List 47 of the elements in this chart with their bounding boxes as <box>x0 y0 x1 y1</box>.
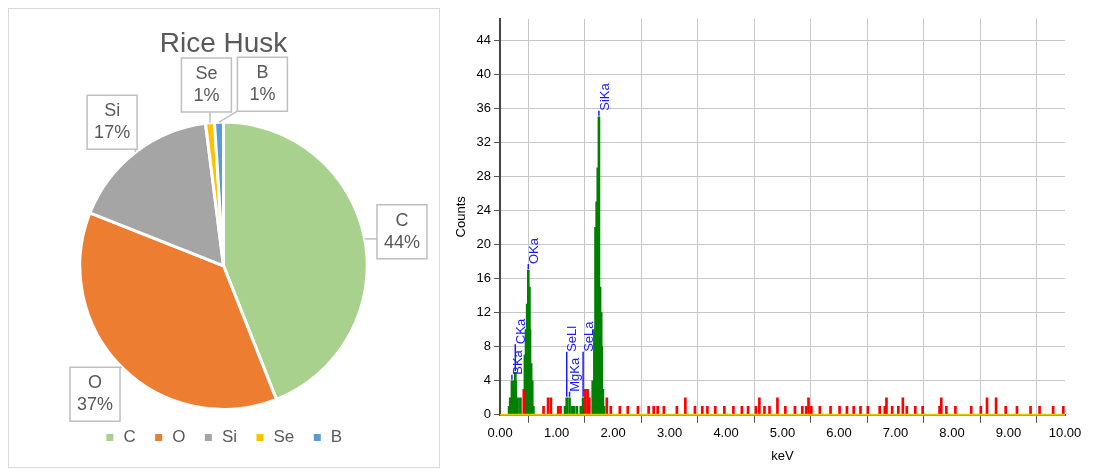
x-tick-label: 3.00 <box>656 425 683 441</box>
annotation: SiKa <box>596 82 612 111</box>
slice-label: Se <box>195 62 218 83</box>
y-tick-label: 40 <box>476 65 492 81</box>
x-tick-label: 8.00 <box>939 425 965 441</box>
x-tick-label: 10.00 <box>1048 425 1082 441</box>
y-tick-label: 8 <box>483 338 492 354</box>
annotation: CKa <box>512 318 528 345</box>
x-tick-label: 2.00 <box>600 425 626 441</box>
x-tick-label: 9.00 <box>995 425 1022 441</box>
annotation: SeLl <box>564 325 580 352</box>
x-tick-label: 4.00 <box>713 425 739 441</box>
x-tick-label: 1.00 <box>543 425 570 441</box>
annotation: MgKa <box>567 357 583 392</box>
slice-label: C <box>395 209 409 230</box>
data-label: 1% <box>193 84 220 105</box>
data-label: 37% <box>77 394 114 415</box>
data-label: 1% <box>249 84 276 105</box>
legend-label: O <box>172 427 186 447</box>
x-tick-label: 7.00 <box>882 425 909 441</box>
x-tick-label: 6.00 <box>826 425 852 441</box>
legend-label: B <box>330 427 343 447</box>
legend-label: Si <box>221 427 237 447</box>
y-tick-label: 24 <box>476 201 492 217</box>
x-tick-label: 5.00 <box>769 425 796 441</box>
y-tick-label: 32 <box>476 133 492 149</box>
slice-label: Si <box>104 100 121 121</box>
annotation: OKa <box>525 237 541 265</box>
legend-label: C <box>123 427 136 447</box>
chart-title: Rice Husk <box>159 26 289 58</box>
slice-label: B <box>256 62 269 83</box>
y-tick-label: 4 <box>483 372 492 388</box>
y-tick-label: 20 <box>476 236 492 252</box>
x-tick-label: 0.00 <box>487 425 513 441</box>
data-label: 44% <box>383 231 420 252</box>
y-tick-label: 36 <box>476 99 492 115</box>
legend-label: Se <box>273 427 295 447</box>
annotation: SeLa <box>580 320 596 352</box>
y-tick-label: 28 <box>476 167 492 183</box>
slice-label: O <box>88 372 103 393</box>
y-tick-label: 16 <box>476 270 492 286</box>
y-axis-title: Counts <box>453 195 469 238</box>
y-tick-label: 44 <box>476 31 492 47</box>
x-axis-title: keV <box>771 447 795 463</box>
y-tick-label: 12 <box>476 304 492 320</box>
data-label: 17% <box>94 122 131 143</box>
y-tick-label: 0 <box>483 406 492 422</box>
